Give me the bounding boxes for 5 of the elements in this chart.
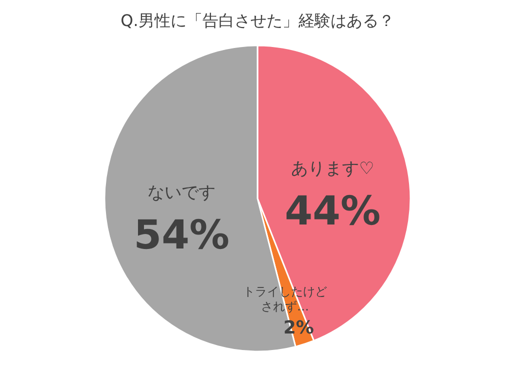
chart-title: Q.男性に「告白させた」経験はある？	[120, 11, 394, 30]
slice-label: ないです	[148, 182, 216, 203]
data-label: 54%	[134, 212, 230, 259]
slice-label: あります♡	[291, 158, 374, 179]
data-label: 44%	[284, 188, 381, 235]
